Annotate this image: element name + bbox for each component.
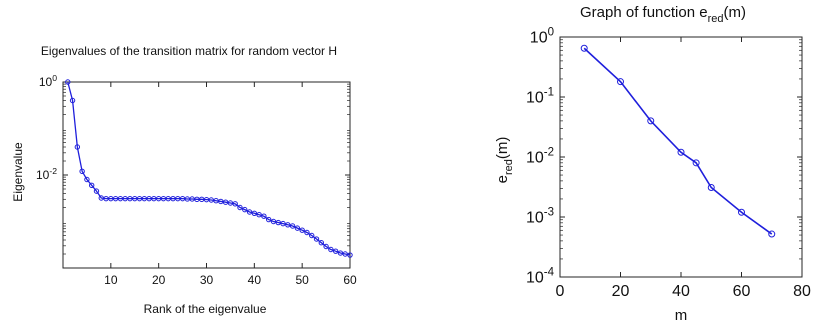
y-tick-exponent: -2 bbox=[49, 166, 57, 176]
y-tick-base: 10 bbox=[526, 90, 544, 107]
data-point bbox=[617, 78, 624, 86]
y-tick-exponent: 0 bbox=[52, 73, 57, 83]
data-point bbox=[227, 200, 234, 206]
y-tick-base: 10 bbox=[36, 168, 50, 182]
y-tick-base: 10 bbox=[526, 210, 544, 227]
x-tick-label: 60 bbox=[733, 283, 751, 300]
y-tick-base: 10 bbox=[530, 30, 548, 47]
left-chart: Eigenvalues of the transition matrix for… bbox=[11, 44, 357, 316]
data-point bbox=[313, 236, 320, 242]
data-point bbox=[285, 222, 291, 228]
data-point bbox=[337, 250, 344, 256]
x-tick-label: 60 bbox=[343, 273, 357, 287]
data-point bbox=[332, 248, 339, 254]
data-point bbox=[328, 246, 334, 253]
data-point bbox=[280, 220, 286, 227]
data-point bbox=[768, 230, 776, 238]
y-tick-label: 10-3 bbox=[526, 206, 554, 226]
x-tick-label: 30 bbox=[200, 273, 214, 287]
data-point bbox=[246, 209, 253, 215]
data-point bbox=[309, 232, 315, 239]
data-point bbox=[677, 148, 685, 156]
data-point bbox=[237, 204, 243, 211]
y-tick-label: 10-1 bbox=[526, 86, 554, 106]
data-point bbox=[79, 168, 85, 175]
x-tick-label: 0 bbox=[556, 283, 565, 300]
y-tick-label: 10-2 bbox=[36, 166, 57, 182]
y-tick-exponent: -4 bbox=[544, 266, 555, 278]
data-point bbox=[270, 218, 277, 225]
x-tick-label: 40 bbox=[672, 283, 690, 300]
right-chart: Graph of function ered(m) 0 20 40 60 8010010… bbox=[494, 4, 811, 324]
right-x-axis-label: m bbox=[675, 307, 688, 324]
data-point bbox=[580, 44, 588, 52]
plot-frame bbox=[559, 36, 803, 278]
data-point bbox=[294, 225, 301, 231]
left-chart-title: Eigenvalues of the transition matrix for… bbox=[41, 44, 337, 58]
y-tick-base: 10 bbox=[39, 75, 53, 89]
x-tick-label: 40 bbox=[248, 273, 262, 287]
data-point bbox=[692, 159, 700, 167]
data-point bbox=[738, 208, 745, 216]
data-point bbox=[265, 216, 272, 223]
y-tick-exponent: 0 bbox=[548, 26, 554, 38]
y-tick-base: 10 bbox=[526, 150, 544, 167]
data-point bbox=[84, 176, 90, 183]
data-point bbox=[261, 213, 267, 219]
data-point bbox=[242, 206, 248, 213]
y-tick-label: 10-4 bbox=[526, 266, 555, 286]
plot-frame bbox=[62, 81, 351, 269]
right-y-axis-label: ered(m) bbox=[494, 137, 515, 184]
x-tick-label: 50 bbox=[295, 273, 309, 287]
x-tick-label: 80 bbox=[793, 283, 811, 300]
y-tick-base: 10 bbox=[526, 270, 544, 287]
left-y-axis-label: Eigenvalue bbox=[11, 142, 25, 202]
data-point bbox=[251, 210, 258, 217]
data-point bbox=[275, 219, 281, 226]
y-tick-exponent: -3 bbox=[544, 206, 554, 218]
x-tick-label: 20 bbox=[612, 283, 630, 300]
data-point bbox=[347, 252, 353, 258]
series-line bbox=[583, 47, 773, 235]
y-tick-label: 100 bbox=[39, 73, 57, 89]
data-point bbox=[93, 188, 100, 194]
data-point bbox=[304, 229, 310, 236]
data-point bbox=[74, 144, 81, 150]
y-tick-label: 10-2 bbox=[526, 146, 554, 166]
left-x-axis-label: Rank of the eigenvalue bbox=[144, 302, 267, 316]
series-line bbox=[67, 81, 351, 256]
data-point bbox=[65, 79, 71, 85]
x-tick-label: 10 bbox=[104, 273, 118, 287]
right-chart-title: Graph of function ered(m) bbox=[580, 4, 746, 25]
y-tick-label: 100 bbox=[530, 26, 554, 46]
y-tick-exponent: -1 bbox=[544, 86, 554, 98]
data-point bbox=[323, 243, 329, 250]
data-point bbox=[222, 199, 229, 205]
data-point bbox=[318, 240, 324, 246]
data-point bbox=[256, 212, 262, 218]
data-point bbox=[289, 223, 296, 229]
data-point bbox=[342, 251, 348, 257]
data-point bbox=[232, 201, 238, 207]
data-point bbox=[89, 182, 95, 189]
data-point bbox=[707, 184, 715, 192]
data-point bbox=[647, 117, 655, 125]
x-tick-label: 20 bbox=[152, 273, 166, 287]
data-point bbox=[69, 97, 76, 104]
y-tick-exponent: -2 bbox=[544, 146, 554, 158]
data-point bbox=[299, 227, 305, 233]
